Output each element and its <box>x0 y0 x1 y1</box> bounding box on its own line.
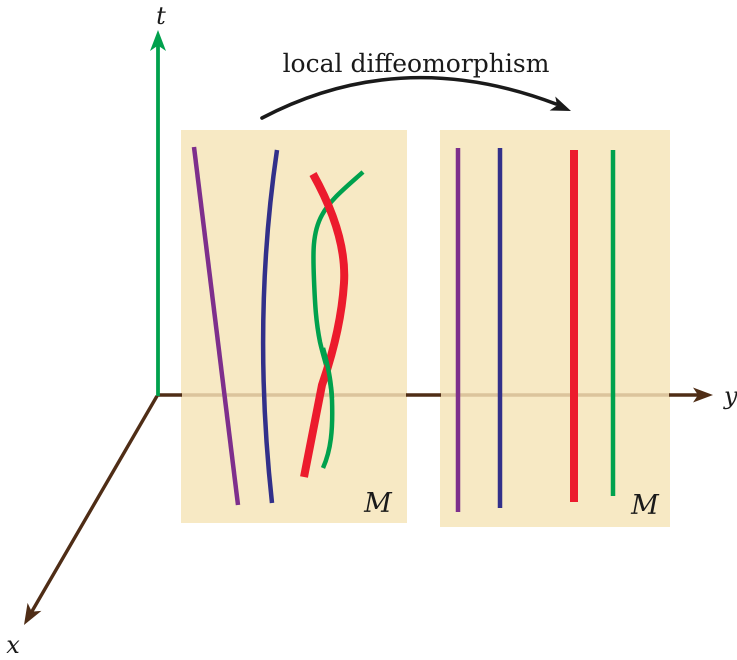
left-green-worldline-overlay <box>320 347 335 399</box>
y-axis-arrowhead-icon <box>693 387 713 403</box>
diffeomorphism-annotation: local diffeomorphism <box>283 49 550 78</box>
x-axis <box>29 395 159 614</box>
left-manifold-patch <box>181 130 407 523</box>
right-patch-label: M <box>630 490 660 521</box>
left-green-worldline <box>311 170 365 469</box>
left-navy-worldline <box>260 149 280 504</box>
right-manifold-patch <box>440 130 670 527</box>
left-red-worldline <box>300 172 349 478</box>
t-axis-arrowhead-icon <box>150 30 166 51</box>
left-purple-worldline <box>191 146 241 506</box>
left-patch-label: M <box>363 488 393 519</box>
x-axis-label: x <box>6 631 20 659</box>
x-axis-arrowhead-icon <box>24 602 42 625</box>
diffeomorphism-arrowhead-icon <box>549 96 571 111</box>
diffeomorphism-arrow <box>260 75 558 120</box>
y-axis-label: y <box>723 382 737 410</box>
t-axis-label: t <box>156 2 166 30</box>
